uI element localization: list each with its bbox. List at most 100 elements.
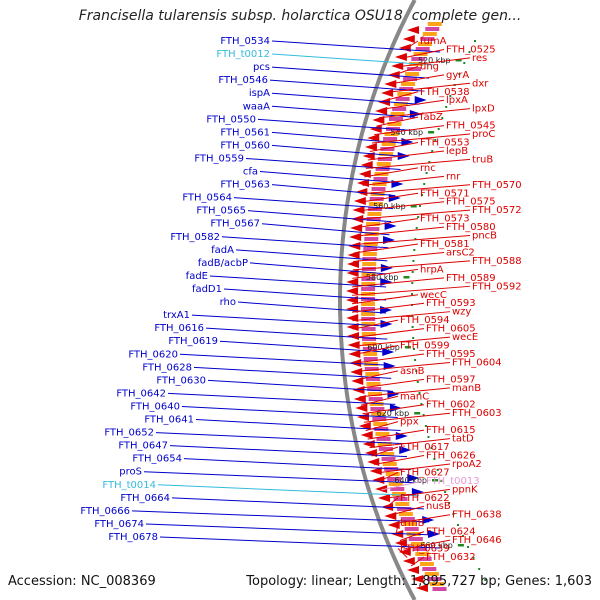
reverse-gene-label[interactable]: FTH_0632 [426,552,476,563]
reverse-gene-label[interactable]: trmB [400,518,425,529]
forward-gene-label[interactable]: FTH_0674 [94,519,144,530]
forward-gene-label[interactable]: fadA [211,245,234,256]
reverse-gene-label[interactable]: FTH_0575 [446,197,496,208]
forward-gene-label[interactable]: fadB/acbP [198,258,248,269]
reverse-gene-label[interactable]: FTH_0595 [426,349,476,360]
reverse-gene-label[interactable]: fabZ [420,112,443,123]
reverse-gene-label[interactable]: FTH_0604 [452,357,502,368]
reverse-gene-label[interactable]: FTH_0605 [426,324,476,335]
reverse-gene-label[interactable]: FTH_0599 [400,341,450,352]
forward-gene-label[interactable]: FTH_0642 [116,388,166,399]
forward-gene-label[interactable]: FTH_0550 [206,114,256,125]
reverse-gene-label[interactable]: FTH_0639 [400,544,450,555]
reverse-gene-label[interactable]: FTH_0571 [420,188,470,199]
reverse-gene-label[interactable]: arsC2 [446,247,475,258]
reverse-gene-label[interactable]: FTH_0580 [446,222,496,233]
reverse-gene-label[interactable]: manB [452,383,481,394]
reverse-gene-label[interactable]: truB [472,154,493,165]
forward-gene-label[interactable]: FTH_0647 [118,441,168,452]
reverse-gene-label[interactable]: ppnK [452,484,478,495]
reverse-gene-label[interactable]: FTH_0525 [446,44,496,55]
forward-gene-label[interactable]: FTH_0582 [170,232,220,243]
reverse-gene-label[interactable]: rnc [420,163,436,174]
forward-gene-label[interactable]: FTH_0616 [154,323,204,334]
reverse-gene-label[interactable]: FTH_0622 [400,493,450,504]
reverse-gene-label[interactable]: fumA [420,36,447,47]
forward-gene-label[interactable]: rho [220,297,236,308]
reverse-gene-label[interactable]: tatD [452,434,474,445]
reverse-gene-label[interactable]: wecE [452,332,478,343]
forward-gene-label[interactable]: FTH_0654 [132,454,182,465]
reverse-gene-label[interactable]: lpxD [472,104,495,115]
reverse-gene-label[interactable]: FTH_0588 [472,256,522,267]
reverse-gene-label[interactable]: FTH_0646 [452,535,502,546]
forward-gene-label[interactable]: pcs [253,62,270,73]
forward-gene-label[interactable]: FTH_0560 [220,140,270,151]
reverse-gene-label[interactable]: rpoA2 [452,459,482,470]
reverse-gene-label[interactable]: FTH_t0013 [426,476,480,487]
forward-gene-label[interactable]: FTH_0678 [108,532,158,543]
reverse-gene-label[interactable]: manC [400,391,429,402]
reverse-gene-label[interactable]: FTH_0626 [426,450,476,461]
reverse-gene-label[interactable]: FTH_0570 [472,180,522,191]
forward-gene-label[interactable]: FTH_0640 [130,401,180,412]
reverse-gene-label[interactable]: nusB [426,501,451,512]
forward-gene-label[interactable]: FTH_0567 [210,219,260,230]
forward-gene-label[interactable]: FTH_0561 [220,127,270,138]
forward-gene-label[interactable]: ispA [249,88,270,99]
reverse-gene-label[interactable]: ung [420,61,439,72]
reverse-gene-label[interactable]: lepB [446,146,468,157]
reverse-gene-label[interactable]: FTH_0553 [420,138,470,149]
reverse-gene-label[interactable]: FTH_0624 [426,527,476,538]
reverse-gene-label[interactable]: FTH_0627 [400,467,450,478]
forward-gene-label[interactable]: FTH_t0014 [102,480,156,491]
forward-gene-label[interactable]: FTH_0546 [218,75,268,86]
forward-gene-label[interactable]: FTH_0563 [220,180,270,191]
forward-gene-label[interactable]: FTH_0534 [220,36,270,47]
reverse-gene-label[interactable]: lpxA [446,95,468,106]
forward-gene-label[interactable]: FTH_t0012 [216,49,270,60]
reverse-gene-label[interactable]: FTH_0573 [420,214,470,225]
reverse-gene-label[interactable]: FTH_0589 [446,273,496,284]
reverse-gene-label[interactable]: proC [472,129,495,140]
reverse-gene-label[interactable]: FTH_0592 [472,281,522,292]
forward-gene-label[interactable]: FTH_0565 [196,206,246,217]
reverse-gene-label[interactable]: dxr [472,78,489,89]
forward-gene-label[interactable]: fadE [186,271,208,282]
forward-gene-label[interactable]: FTH_0559 [194,153,244,164]
forward-gene-label[interactable]: FTH_0619 [168,336,218,347]
reverse-gene-label[interactable]: wecC [420,290,447,301]
forward-gene-label[interactable]: cfa [243,167,258,178]
forward-gene-label[interactable]: FTH_0652 [104,428,154,439]
forward-gene-label[interactable]: FTH_0628 [142,362,192,373]
reverse-gene-label[interactable]: FTH_0602 [426,400,476,411]
reverse-gene-label[interactable]: FTH_0572 [472,205,522,216]
forward-gene-label[interactable]: FTH_0641 [144,415,194,426]
forward-gene-label[interactable]: FTH_0630 [156,375,206,386]
reverse-gene-label[interactable]: FTH_0593 [426,298,476,309]
reverse-gene-label[interactable]: FTH_0545 [446,121,496,132]
reverse-gene-label[interactable]: gyrA [446,70,469,81]
reverse-gene-label[interactable]: wzy [452,307,471,318]
forward-gene-label[interactable]: fadD1 [192,284,222,295]
reverse-gene-label[interactable]: FTH_0538 [420,87,470,98]
reverse-gene-label[interactable]: asnB [400,366,425,377]
reverse-gene-label[interactable]: ppx [400,417,419,428]
forward-gene-label[interactable]: proS [119,467,142,478]
reverse-gene-label[interactable]: res [472,53,487,64]
reverse-gene-label[interactable]: rnr [446,171,461,182]
forward-gene-label[interactable]: FTH_0564 [182,193,232,204]
reverse-gene-label[interactable]: pncB [472,231,497,242]
forward-gene-label[interactable]: waaA [243,101,270,112]
reverse-gene-label[interactable]: FTH_0615 [426,425,476,436]
reverse-gene-label[interactable]: FTH_0638 [452,510,502,521]
forward-gene-label[interactable]: trxA1 [163,310,190,321]
forward-gene-label[interactable]: FTH_0666 [80,506,130,517]
reverse-gene-label[interactable]: FTH_0617 [400,442,450,453]
forward-gene-label[interactable]: FTH_0664 [120,493,170,504]
reverse-gene-label[interactable]: FTH_0594 [400,315,450,326]
reverse-gene-label[interactable]: hrpA [420,264,444,275]
reverse-gene-label[interactable]: FTH_0597 [426,374,476,385]
reverse-gene-label[interactable]: FTH_0581 [420,239,470,250]
forward-gene-label[interactable]: FTH_0620 [128,349,178,360]
